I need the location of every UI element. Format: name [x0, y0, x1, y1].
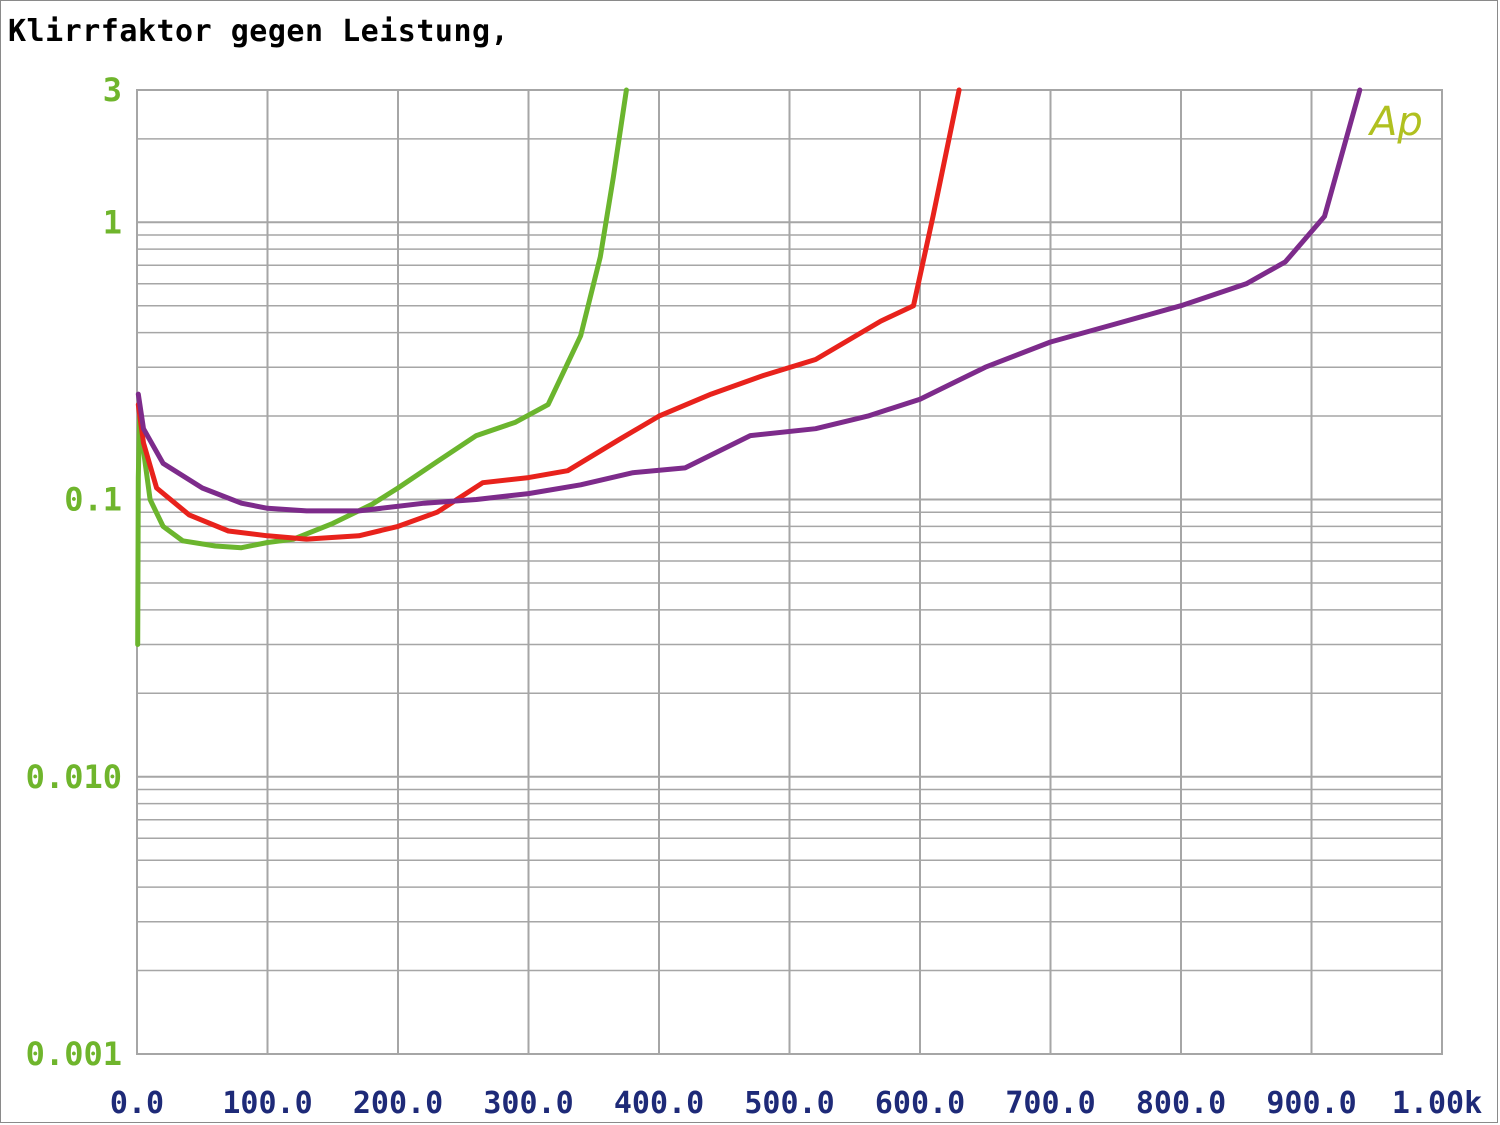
x-tick-label: 1.00k	[1392, 1086, 1482, 1121]
grid-lines	[136, 89, 1443, 1055]
x-tick-label: 900.0	[1266, 1086, 1356, 1121]
x-tick-label: 200.0	[353, 1086, 443, 1121]
x-tick-label: 600.0	[875, 1086, 965, 1121]
x-tick-label: 0.0	[110, 1086, 164, 1121]
x-tick-label: 400.0	[614, 1086, 704, 1121]
series-line-1	[135, 87, 629, 647]
y-tick-labels: 0.001 0.010 0.1 1 3	[26, 71, 122, 1073]
ap-watermark: Ap	[1367, 99, 1423, 145]
y-tick-label: 1	[103, 203, 122, 241]
y-tick-label: 0.1	[64, 481, 122, 519]
chart-title: Klirrfaktor gegen Leistung,	[8, 14, 510, 49]
data-series	[135, 87, 1363, 647]
x-tick-label: 300.0	[483, 1086, 573, 1121]
x-tick-labels: 0.0 100.0 200.0 300.0 400.0 500.0 600.0 700.0 80…	[110, 1086, 1482, 1121]
x-tick-label: 800.0	[1136, 1086, 1226, 1121]
y-tick-label: 0.001	[26, 1035, 122, 1073]
series-line-2	[135, 87, 962, 542]
y-tick-label: 3	[103, 71, 122, 109]
series-line-3	[135, 87, 1363, 514]
x-tick-label: 500.0	[744, 1086, 834, 1121]
x-tick-label: 700.0	[1005, 1086, 1095, 1121]
x-tick-label: 100.0	[222, 1086, 312, 1121]
y-tick-label: 0.010	[26, 758, 122, 796]
